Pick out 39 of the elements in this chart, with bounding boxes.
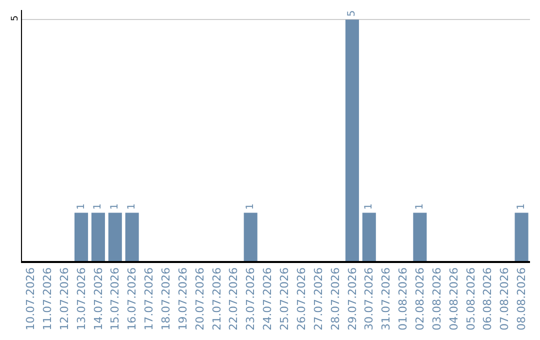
x-tick-label: 21.07.2026 bbox=[210, 267, 224, 330]
x-tick-label: 15.07.2026 bbox=[108, 267, 122, 330]
data-label: 1 bbox=[364, 203, 375, 210]
x-tick-label: 26.07.2026 bbox=[294, 267, 308, 330]
x-tick-label: 17.07.2026 bbox=[142, 267, 156, 330]
x-tick-label: 24.07.2026 bbox=[261, 267, 274, 330]
x-tick-label: 02.08.2026 bbox=[414, 267, 427, 330]
x-tick-label: 23.07.2026 bbox=[244, 267, 258, 330]
x-tick-label: 11.07.2026 bbox=[40, 267, 54, 330]
x-tick-label: 20.07.2026 bbox=[193, 267, 206, 330]
x-tick-label: 13.07.2026 bbox=[74, 267, 88, 330]
data-label: 1 bbox=[245, 203, 256, 210]
data-label: 1 bbox=[92, 203, 104, 210]
x-tick-label: 30.07.2026 bbox=[362, 267, 376, 330]
x-tick-label: 16.07.2026 bbox=[126, 267, 139, 330]
data-label: 1 bbox=[110, 203, 121, 210]
x-tick-label: 14.07.2026 bbox=[92, 267, 105, 330]
data-label: 1 bbox=[516, 203, 528, 210]
x-tick-label: 22.07.2026 bbox=[227, 267, 240, 330]
x-tick-label: 05.08.2026 bbox=[464, 267, 478, 330]
x-tick-label: 08.08.2026 bbox=[515, 267, 528, 330]
x-tick-label: 04.08.2026 bbox=[447, 267, 460, 330]
x-tick-label: 01.08.2026 bbox=[396, 267, 410, 330]
x-tick-label: 06.08.2026 bbox=[481, 267, 494, 330]
data-label: 1 bbox=[126, 203, 138, 210]
data-label: 1 bbox=[414, 203, 426, 210]
x-tick-label: 18.07.2026 bbox=[160, 267, 173, 330]
x-tick-label: 10.07.2026 bbox=[24, 267, 38, 330]
x-tick-label: 12.07.2026 bbox=[58, 267, 71, 330]
x-tick-label: 28.07.2026 bbox=[328, 267, 342, 330]
x-tick-label: 29.07.2026 bbox=[346, 267, 359, 330]
x-tick-label: 27.07.2026 bbox=[312, 267, 325, 330]
x-tick-label: 25.07.2026 bbox=[278, 267, 292, 330]
x-tick-label: 19.07.2026 bbox=[176, 267, 190, 330]
data-label: 5 bbox=[346, 10, 358, 17]
x-tick-label: 03.08.2026 bbox=[430, 267, 444, 330]
data-label: 1 bbox=[76, 203, 87, 210]
x-tick-label: 31.07.2026 bbox=[380, 267, 393, 330]
x-tick-label: 07.08.2026 bbox=[498, 267, 512, 330]
